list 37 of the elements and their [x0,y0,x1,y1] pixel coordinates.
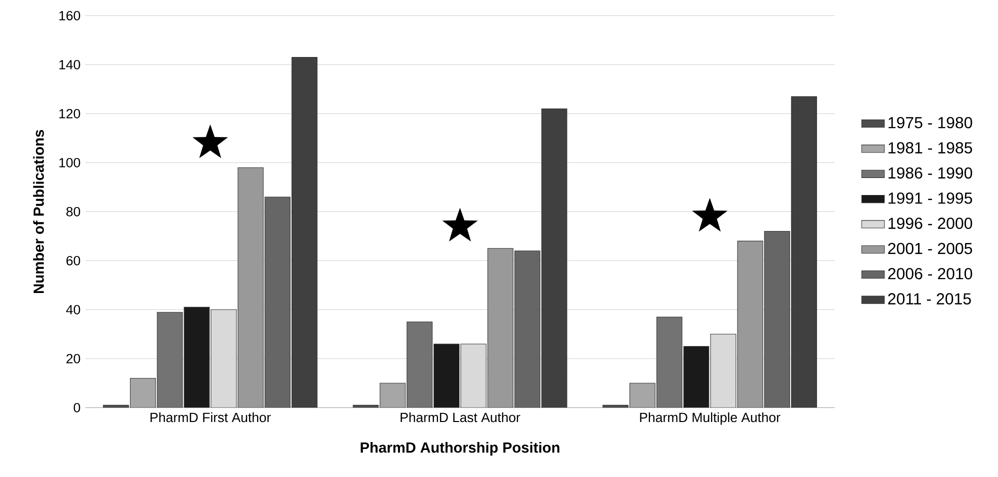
bar [791,96,817,408]
x-tick-label: PharmD Multiple Author [640,412,780,425]
y-tick-label: 40 [66,304,80,314]
legend-label: 2006 - 2010 [888,268,972,280]
bar [460,344,486,408]
point [442,208,478,242]
bar [238,167,264,408]
x-tick-label: PharmD First Author [150,412,271,422]
bar [737,240,764,408]
legend-label: 1996 - 2000 [888,218,972,229]
y-tick-label: 120 [59,108,80,118]
bar [541,108,568,408]
bar [514,250,540,408]
legend-label: 1981 - 1985 [888,142,972,154]
y-tick-label: 160 [59,10,80,20]
bar [710,334,736,408]
y-tick-label: 100 [59,158,80,168]
bar [264,196,290,408]
x-tick-label: PharmD Last Author [400,412,520,422]
bar [487,248,514,408]
y-tick-label: 20 [66,354,80,364]
legend-label: 1975 - 1980 [888,116,972,128]
x-axis-title: PharmD Authorship Position [360,442,560,456]
legend-label: 2011 - 2015 [888,293,971,304]
y-tick-label: 60 [66,256,80,266]
y-tick-label: 80 [66,206,80,216]
y-tick-label: 140 [59,60,80,70]
bar [210,309,237,408]
point [692,198,728,232]
y-tick-label: 0 [74,402,80,412]
y-axis-title: Number of Publications [33,130,44,293]
legend-label: 1986 - 1990 [888,167,972,179]
bar [292,57,318,408]
point [192,124,228,158]
bar [764,230,790,408]
legend-label: 1991 - 1995 [888,192,972,204]
legend-label: 2001 - 2005 [888,242,972,254]
